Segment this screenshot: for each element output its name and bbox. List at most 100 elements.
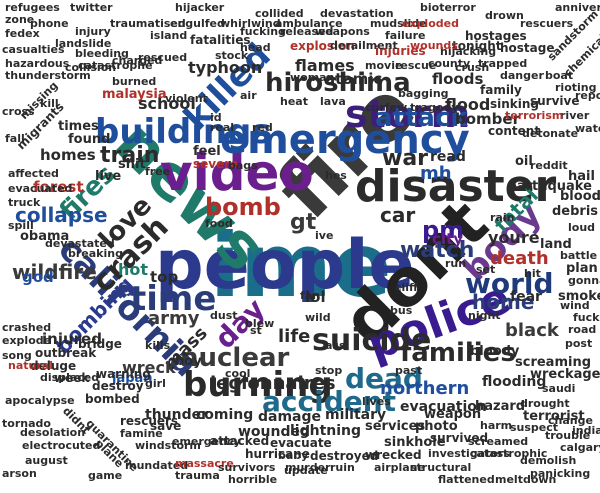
- word: destroy: [92, 379, 144, 393]
- word: engulfed: [170, 17, 225, 30]
- word: screaming: [515, 355, 592, 370]
- word: found: [68, 132, 111, 147]
- word: attacked: [210, 434, 270, 448]
- word: horrible: [228, 473, 278, 486]
- word: exploded: [402, 17, 459, 30]
- word: truck: [8, 196, 41, 209]
- word: wounded: [238, 424, 311, 440]
- word: bus: [390, 304, 413, 317]
- word: free: [145, 165, 171, 178]
- word: japan: [112, 371, 153, 386]
- word: top: [150, 268, 179, 286]
- word: river: [560, 109, 590, 122]
- word: murder: [285, 461, 331, 474]
- word: buildings: [95, 112, 272, 152]
- word: storm: [345, 92, 471, 136]
- word: bombed: [85, 392, 140, 406]
- word: car: [380, 203, 416, 227]
- word: ass: [325, 339, 346, 352]
- word: weapons: [315, 25, 370, 38]
- word: collided: [255, 7, 304, 20]
- word: stock: [215, 49, 249, 62]
- word: atomic: [325, 70, 383, 88]
- word: obama: [20, 229, 70, 244]
- word: casualties: [2, 43, 65, 56]
- word: collision: [65, 61, 117, 74]
- word: violent: [165, 92, 208, 105]
- word: screamed: [468, 435, 529, 448]
- word: dead: [345, 362, 423, 395]
- word: phone: [30, 17, 69, 30]
- word: ambulance: [275, 17, 343, 30]
- word: devastation: [320, 7, 394, 20]
- word: fall: [5, 132, 25, 145]
- word: bags: [228, 159, 258, 172]
- word: crashed: [2, 321, 52, 334]
- word: bloody: [470, 344, 520, 359]
- word: saudi: [542, 382, 576, 395]
- word: demolish: [520, 454, 577, 467]
- word: bomb: [205, 193, 281, 221]
- word: warning: [96, 367, 151, 381]
- word: august: [25, 454, 68, 467]
- word: movie: [365, 59, 403, 72]
- word: home: [472, 290, 535, 314]
- word: india: [572, 424, 600, 437]
- word: post: [565, 337, 593, 350]
- word: anniversary: [555, 1, 600, 14]
- word: read: [430, 149, 466, 165]
- word: hijacking: [440, 45, 497, 58]
- word: battle: [560, 249, 598, 262]
- word: terrorist: [523, 409, 585, 424]
- word: bagging: [398, 87, 449, 100]
- word: evacuated: [8, 182, 73, 195]
- word: time: [130, 279, 217, 319]
- word: life: [278, 326, 311, 347]
- word: harm: [480, 419, 513, 432]
- word: wild: [305, 311, 331, 324]
- word: families: [400, 338, 516, 368]
- word: injury: [75, 25, 111, 38]
- word: affected: [8, 167, 59, 180]
- word: dust: [210, 309, 238, 322]
- word: god: [22, 268, 54, 286]
- word: disaster: [355, 161, 557, 212]
- word: apocalypse: [5, 394, 75, 407]
- word: woman: [290, 71, 335, 84]
- word: fan: [300, 289, 321, 302]
- word: services: [365, 419, 426, 434]
- word: gt: [290, 210, 317, 235]
- word: inundated: [125, 459, 189, 472]
- word: oil: [515, 154, 533, 169]
- word: electrocuted: [22, 439, 101, 452]
- word: flames: [295, 56, 355, 75]
- word: devastated: [45, 237, 115, 250]
- word: catastrophic: [470, 447, 548, 460]
- word: road: [568, 323, 597, 336]
- word: charged: [112, 54, 163, 67]
- word: bridge: [78, 337, 122, 351]
- word: survive: [530, 94, 580, 108]
- word: shit: [118, 157, 146, 172]
- word: refugees: [5, 1, 60, 14]
- word: burning: [183, 365, 333, 405]
- word: real: [210, 121, 235, 134]
- word: thunder: [145, 407, 209, 423]
- word: smoke: [558, 289, 600, 304]
- word: island: [150, 29, 188, 42]
- word: train: [100, 143, 160, 168]
- word: weapon: [424, 407, 482, 422]
- word: red: [252, 121, 273, 134]
- word: lightning: [290, 423, 362, 439]
- word: change: [548, 414, 593, 427]
- word: reddit: [530, 159, 568, 172]
- word: kill: [40, 97, 59, 110]
- word: hostages: [465, 29, 527, 43]
- word: arson: [2, 467, 37, 480]
- word: army: [148, 308, 200, 329]
- word: rescued: [138, 51, 188, 64]
- word: war: [382, 146, 429, 171]
- word: st: [250, 324, 262, 337]
- word: natural: [8, 359, 53, 372]
- word: survivors: [218, 461, 276, 474]
